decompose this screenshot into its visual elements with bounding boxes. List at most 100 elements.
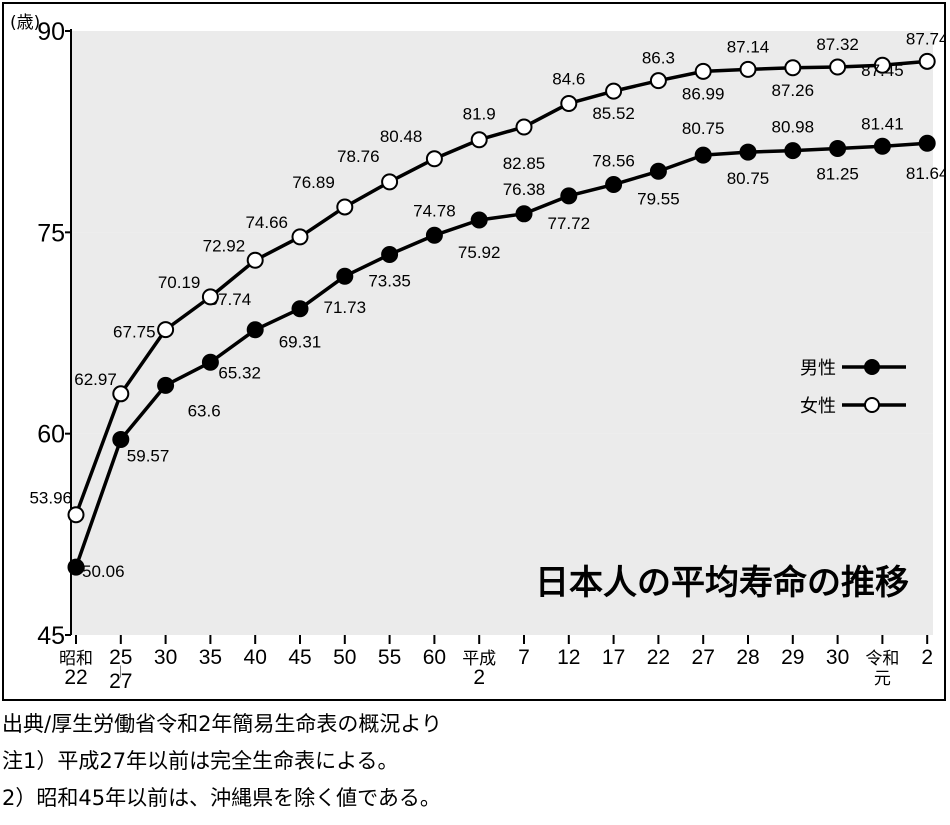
data-label-female-16: 87.26 — [772, 81, 815, 100]
point-female-10 — [515, 118, 533, 136]
point-female-18 — [873, 56, 891, 74]
y-axis-unit: (歳) — [10, 13, 40, 33]
x-tick-label-5-0: 45 — [288, 646, 311, 669]
x-tick-label-1-0: 25 — [109, 646, 132, 669]
data-label-male-18: 81.41 — [861, 114, 904, 133]
x-tick-label-13-0: 22 — [647, 646, 670, 669]
x-tick-label-15-0: 28 — [736, 646, 759, 669]
point-male-6 — [336, 267, 354, 285]
point-female-17 — [829, 58, 847, 76]
x-tick-label-12-0: 17 — [602, 646, 625, 669]
point-male-4 — [246, 321, 264, 339]
point-female-16 — [784, 59, 802, 77]
point-male-5 — [291, 300, 309, 318]
point-male-17 — [829, 139, 847, 157]
data-label-male-9: 75.92 — [458, 243, 501, 262]
data-label-male-13: 79.55 — [637, 189, 680, 208]
data-label-female-9: 81.9 — [463, 105, 496, 124]
data-label-female-10: 82.85 — [503, 154, 546, 173]
data-label-female-1: 62.97 — [74, 370, 117, 389]
shaded-band-0 — [71, 232, 933, 434]
point-male-13 — [649, 162, 667, 180]
footnote-1: 注1）平成27年以前は完全生命表による。 — [2, 749, 399, 773]
point-male-3 — [201, 353, 219, 371]
point-female-19 — [918, 52, 936, 70]
y-tick-label-90: 90 — [37, 18, 65, 46]
point-female-2 — [157, 321, 175, 339]
x-tick-label-0-1: 22 — [64, 666, 87, 689]
point-male-2 — [157, 376, 175, 394]
legend-label-female: 女性 — [800, 396, 836, 417]
point-female-13 — [649, 72, 667, 90]
point-male-7 — [381, 245, 399, 263]
chart-title: 日本人の平均寿命の推移 — [535, 563, 909, 603]
x-tick-label-18-1: 元 — [874, 669, 891, 689]
shaded-band-1 — [71, 433, 933, 635]
point-female-12 — [605, 82, 623, 100]
data-label-female-5: 74.66 — [245, 213, 288, 232]
point-male-16 — [784, 142, 802, 160]
point-male-11 — [560, 187, 578, 205]
x-tick-label-8-0: 60 — [423, 646, 446, 669]
x-tick-label-0-0: 昭和 — [59, 649, 93, 669]
data-label-male-3: 65.32 — [218, 363, 261, 382]
legend-label-male: 男性 — [800, 358, 836, 379]
data-label-female-15: 87.14 — [727, 37, 770, 56]
data-label-male-8: 74.78 — [413, 201, 456, 220]
point-male-19 — [918, 134, 936, 152]
point-female-6 — [336, 198, 354, 216]
data-label-male-7: 73.35 — [368, 271, 411, 290]
x-tick-label-11-0: 12 — [557, 646, 580, 669]
footnote-2: 2）昭和45年以前は、沖縄県を除く値である。 — [2, 786, 441, 810]
x-tick-label-9-0: 平成 — [462, 649, 496, 669]
data-label-male-2: 63.6 — [188, 401, 221, 420]
point-female-8 — [425, 150, 443, 168]
x-tick-label-2-0: 30 — [154, 646, 177, 669]
point-female-7 — [381, 173, 399, 191]
x-tick-label-16-0: 29 — [781, 646, 804, 669]
data-label-male-11: 77.72 — [548, 214, 591, 233]
point-male-9 — [470, 211, 488, 229]
source-note: 出典/厚生労働省令和2年簡易生命表の概況より — [2, 712, 443, 736]
point-female-1 — [112, 385, 130, 403]
point-female-9 — [470, 131, 488, 149]
data-label-male-17: 81.25 — [816, 164, 859, 183]
x-tick-label-7-0: 55 — [378, 646, 401, 669]
data-label-male-4: 67.74 — [209, 290, 252, 309]
x-tick-label-10-0: 7 — [518, 646, 530, 669]
point-male-10 — [515, 205, 533, 223]
legend-marker-1 — [864, 397, 880, 413]
x-tick-label-3-0: 35 — [199, 646, 222, 669]
point-female-5 — [291, 228, 309, 246]
point-female-15 — [739, 60, 757, 78]
data-label-male-19: 81.64 — [906, 164, 944, 183]
data-label-female-7: 78.76 — [337, 147, 380, 166]
data-label-female-8: 80.48 — [380, 127, 423, 146]
data-label-male-15: 80.75 — [727, 169, 770, 188]
legend-marker-0 — [864, 359, 880, 375]
data-label-female-12: 85.52 — [592, 104, 635, 123]
point-male-15 — [739, 143, 757, 161]
data-label-male-16: 80.98 — [772, 118, 815, 137]
x-tick-label-17-0: 30 — [826, 646, 849, 669]
data-label-female-18: 87.45 — [861, 61, 904, 80]
point-female-14 — [694, 62, 712, 80]
point-female-3 — [201, 288, 219, 306]
y-tick-label-45: 45 — [37, 622, 65, 650]
x-tick-label-1-1: ｜ — [115, 665, 127, 679]
point-female-0 — [67, 506, 85, 524]
x-tick-label-1-2: 27 — [109, 670, 132, 693]
chart-frame: 45 60 75 90 (歳) 昭和 22 25 ｜ 27 30 35 40 45 50 55 60 平成 2 7 12… — [2, 2, 946, 701]
point-male-18 — [873, 137, 891, 155]
x-tick-label-18-0: 令和 — [865, 649, 899, 669]
data-label-female-4: 72.92 — [203, 236, 246, 255]
data-label-female-2: 67.75 — [113, 323, 156, 342]
data-label-male-14: 80.75 — [682, 119, 725, 138]
data-label-male-6: 71.73 — [324, 298, 367, 317]
point-female-4 — [246, 251, 264, 269]
x-tick-label-19-0: 2 — [921, 646, 933, 669]
data-label-female-11: 84.6 — [552, 69, 585, 88]
data-label-female-19: 87.74 — [906, 29, 944, 48]
y-tick-label-60: 60 — [37, 421, 65, 449]
point-male-8 — [425, 226, 443, 244]
